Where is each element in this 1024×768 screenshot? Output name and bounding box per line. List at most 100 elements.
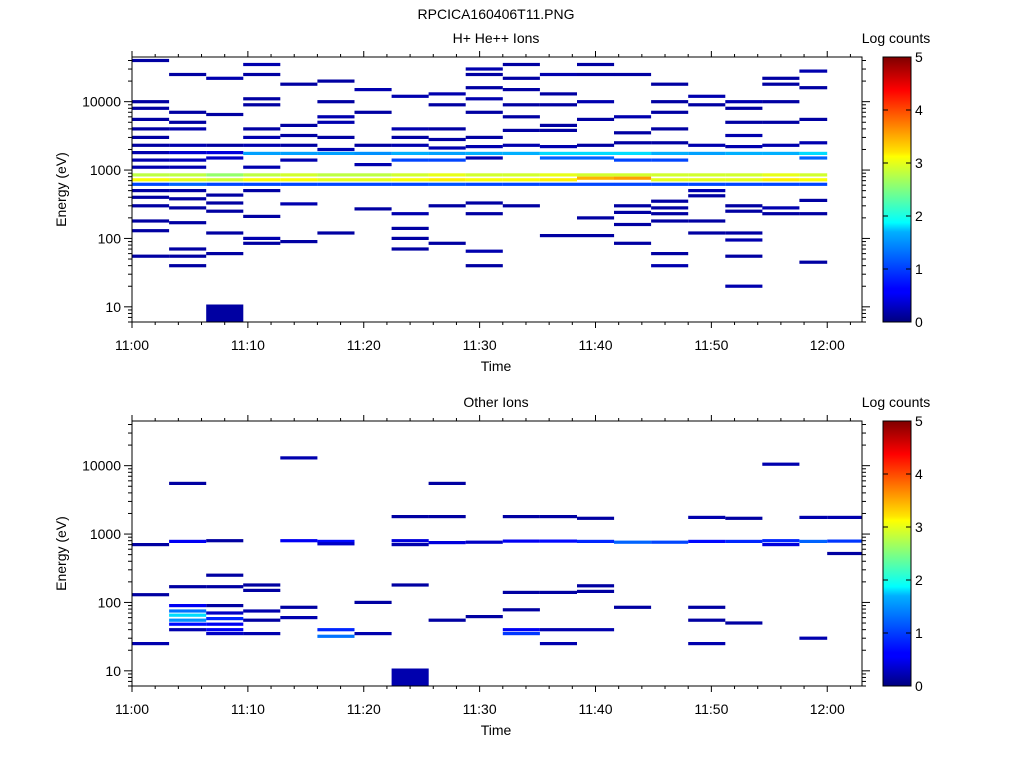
heat-cell	[725, 284, 763, 288]
heat-cell	[688, 182, 726, 186]
heat-cell	[799, 86, 828, 90]
heat-cell	[502, 151, 540, 155]
colorbar-tick-label: 4	[915, 102, 923, 118]
heat-cell	[465, 86, 503, 90]
heat-cell	[539, 92, 577, 96]
heat-cell	[132, 106, 170, 110]
heat-cell	[465, 615, 503, 619]
heat-cell	[169, 628, 207, 632]
heat-cell	[354, 110, 392, 114]
heat-cell	[317, 182, 355, 186]
heat-cell	[169, 189, 207, 193]
heatmap-cells	[132, 58, 828, 323]
heat-cell	[688, 539, 726, 543]
heat-cell	[465, 173, 503, 177]
heat-cell	[391, 143, 429, 147]
heat-cell	[354, 143, 392, 147]
heat-cell	[577, 589, 615, 593]
heat-cell	[465, 97, 503, 101]
heat-cell	[651, 212, 689, 216]
heat-cell	[688, 151, 726, 155]
heat-cell	[280, 133, 318, 138]
heat-cell	[827, 551, 862, 556]
heat-cell	[428, 241, 466, 245]
heat-cell	[539, 178, 577, 182]
heat-cell	[539, 72, 577, 77]
heat-cell	[391, 226, 429, 230]
heat-cell	[465, 110, 503, 114]
heat-cell	[243, 618, 281, 622]
heat-cell	[243, 103, 281, 107]
heat-cell	[465, 145, 503, 149]
heat-cell	[465, 72, 503, 77]
heat-cell	[206, 622, 244, 626]
heat-cell	[391, 173, 429, 177]
heat-cell	[614, 241, 652, 245]
x-axis-label: Time	[481, 358, 512, 374]
y-tick-label: 1000	[90, 526, 121, 542]
heat-cell	[502, 178, 540, 182]
heat-cell	[391, 583, 429, 587]
heat-cell	[725, 204, 763, 208]
heat-cell	[206, 611, 244, 615]
x-tick-label: 11:20	[347, 337, 381, 353]
heat-cell	[651, 182, 689, 186]
heat-cell	[428, 173, 466, 177]
heatmap-cells	[132, 456, 862, 687]
heat-cell	[651, 178, 689, 182]
heat-cell	[577, 516, 615, 520]
heat-cell	[317, 115, 355, 119]
heat-cell	[799, 156, 828, 160]
heat-cell	[827, 515, 862, 519]
colorbar-tick-label: 1	[915, 625, 923, 641]
heat-cell	[614, 141, 652, 145]
heat-cell	[799, 151, 828, 155]
heat-cell	[539, 103, 577, 107]
heat-cell	[502, 143, 540, 147]
heat-cell	[132, 158, 170, 162]
panel-title: Other Ions	[463, 394, 528, 410]
heat-cell	[799, 69, 828, 73]
heat-cell	[391, 127, 429, 131]
heat-cell	[688, 194, 726, 198]
heat-cell	[169, 178, 207, 182]
heat-cell	[280, 456, 318, 460]
y-tick-label: 10	[105, 663, 121, 679]
heat-cell	[725, 133, 763, 138]
heat-cell	[502, 103, 540, 107]
heat-cell	[688, 231, 726, 235]
colorbar	[882, 420, 912, 687]
heat-cell	[725, 120, 763, 124]
heat-cell	[799, 260, 828, 264]
colorbar-tick-label: 3	[915, 155, 923, 171]
heat-cell	[614, 204, 652, 208]
heat-cell	[243, 189, 281, 193]
heat-cell	[465, 135, 503, 139]
heat-cell	[502, 632, 540, 636]
heat-cell	[651, 264, 689, 268]
heat-cell	[465, 178, 503, 182]
heat-cell	[317, 178, 355, 182]
heat-cell	[132, 173, 170, 177]
x-tick-label: 11:10	[231, 337, 265, 353]
heat-cell	[169, 158, 207, 162]
heat-cell	[243, 609, 281, 613]
x-tick-label: 12:00	[810, 701, 845, 717]
heat-cell	[354, 178, 392, 182]
heat-cell	[206, 201, 244, 205]
heat-cell	[577, 539, 615, 543]
page-title: RPCICA160406T11.PNG	[418, 6, 575, 22]
heat-cell	[206, 182, 244, 186]
y-tick-label: 1000	[90, 162, 121, 178]
heat-cell	[502, 590, 540, 594]
heat-cell	[688, 189, 726, 193]
heat-cell	[539, 156, 577, 160]
heat-cell	[614, 605, 652, 609]
y-tick-label: 100	[98, 230, 122, 246]
heat-cell	[539, 123, 577, 127]
heat-cell	[428, 127, 466, 131]
colorbar-tick-label: 4	[915, 466, 923, 482]
heat-cell	[280, 616, 318, 620]
colorbar-label: Log counts	[862, 30, 931, 46]
